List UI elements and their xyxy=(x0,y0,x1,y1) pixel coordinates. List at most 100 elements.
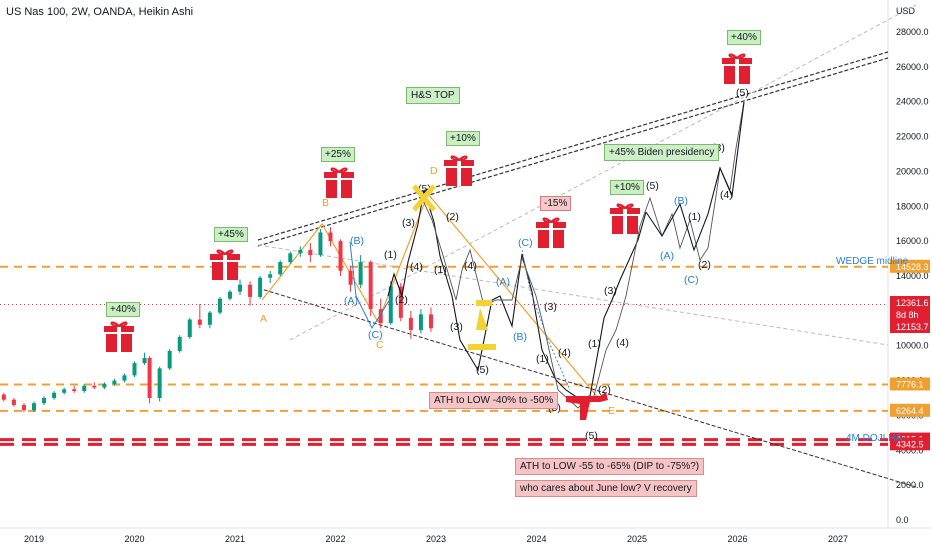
y-tick-label: 0.0 xyxy=(896,515,909,525)
yellow-x-d xyxy=(412,184,436,212)
blue-abc-2 xyxy=(521,249,571,391)
candle-body xyxy=(217,298,222,313)
gift-icon-ribbon-h xyxy=(324,178,354,180)
wave-label: (3) xyxy=(402,217,415,229)
gift-icon-bow xyxy=(110,321,128,328)
gift-icon-bow xyxy=(728,53,746,60)
candle-body xyxy=(52,392,57,398)
candle-body xyxy=(72,389,77,392)
x-tick-label: 2020 xyxy=(125,534,145,544)
price-tag-label: 12361.6 xyxy=(896,298,929,308)
chart-title: US Nas 100, 2W, OANDA, Heikin Ashi xyxy=(6,6,194,18)
candle-body xyxy=(112,380,117,385)
wave-label: (3) xyxy=(604,285,617,297)
wedge-upper-2 xyxy=(257,57,889,247)
wave-label: (2) xyxy=(395,294,408,306)
wave-label: (2) xyxy=(598,384,611,396)
wave-label: (5) xyxy=(476,364,489,376)
x-tick-label: 2027 xyxy=(828,534,848,544)
x-tick-label: 2021 xyxy=(225,534,245,544)
gift-icon-bow xyxy=(542,217,560,224)
candle-body xyxy=(278,262,283,275)
wedge-lower xyxy=(257,287,917,488)
candle-body xyxy=(418,314,423,331)
wave-label: (4) xyxy=(720,189,733,201)
gift-icon-bow xyxy=(216,249,234,256)
candle-body xyxy=(147,357,152,398)
note-ath-low-2: ATH to LOW -55 to -65% (DIP to -75%?) xyxy=(515,458,705,475)
y-tick-label: 26000.0 xyxy=(896,62,929,72)
candle-body xyxy=(187,319,192,337)
wave-label: (3) xyxy=(544,301,557,313)
x-tick-label: 2026 xyxy=(728,534,748,544)
gift-label-6: +10% xyxy=(610,180,644,195)
candle-body xyxy=(167,350,172,369)
candle-body xyxy=(268,274,273,278)
gift-icon-ribbon-h xyxy=(210,260,240,262)
candle-body xyxy=(338,241,343,271)
y-tick-label: 24000.0 xyxy=(896,97,929,107)
gift-icon-ribbon-h xyxy=(722,64,752,66)
yellow-bar-2 xyxy=(476,300,492,306)
wave-label: (A) xyxy=(660,250,674,262)
gift-label-1: +40% xyxy=(106,302,140,317)
gift-label-7: +40% xyxy=(727,30,761,45)
candle-body xyxy=(157,368,162,398)
wave-label: D xyxy=(430,165,438,177)
wedge-midline-label: WEDGE midline xyxy=(836,256,909,267)
price-tag-bg xyxy=(890,403,930,417)
wave-label: (1) xyxy=(536,353,549,365)
y-tick-label: 20000.0 xyxy=(896,166,929,176)
y-tick-label: 16000.0 xyxy=(896,236,929,246)
candle-body xyxy=(428,314,433,329)
wave-label: (4) xyxy=(464,260,477,272)
price-tag-bg xyxy=(890,377,930,391)
wave-label: (2) xyxy=(698,259,711,271)
candle-body xyxy=(288,253,293,263)
wave-label: (A) xyxy=(496,276,510,288)
yellow-bar xyxy=(468,344,496,350)
candle-body xyxy=(258,277,263,297)
gift-icon-ribbon xyxy=(623,208,627,234)
y-axis-unit: USD xyxy=(896,6,916,16)
candle-body xyxy=(207,312,212,325)
x-tick-label: 2025 xyxy=(627,534,647,544)
gift-label-2: +45% xyxy=(214,227,248,242)
gift-icon-ribbon xyxy=(549,222,553,248)
candle-body xyxy=(122,375,127,381)
candle-body xyxy=(132,363,137,376)
candle-body xyxy=(11,399,16,405)
wedge-mid-grey xyxy=(289,4,917,341)
x-tick-label: 2022 xyxy=(326,534,346,544)
wave-label: (C) xyxy=(518,237,533,249)
candle-body xyxy=(92,385,97,388)
candle-body xyxy=(197,319,202,325)
gift-icon-ribbon-h xyxy=(104,332,134,334)
wave-label: (C) xyxy=(684,274,699,286)
y-tick-label: 18000.0 xyxy=(896,201,929,211)
gift-label-3: +25% xyxy=(321,147,355,162)
abcde-path xyxy=(261,192,601,401)
wave-label: (B) xyxy=(674,195,688,207)
y-tick-label: 14000.0 xyxy=(896,271,929,281)
wave-label: (5) xyxy=(585,430,598,442)
price-tag-bg xyxy=(890,296,930,309)
price-tag-label: 14528.3 xyxy=(896,262,929,272)
note-biden: +45% Biden presidency xyxy=(604,144,720,161)
price-tag-label: 12153.7 xyxy=(896,322,929,332)
candle-body xyxy=(142,357,147,364)
x-tick-label: 2019 xyxy=(24,534,44,544)
candle-body xyxy=(32,403,36,411)
price-tag-bg xyxy=(890,308,930,321)
y-tick-label: 28000.0 xyxy=(896,27,929,37)
wave-label: (5) xyxy=(646,180,659,192)
price-tag-bg xyxy=(890,320,930,333)
gift-icon-ribbon-h xyxy=(444,166,474,168)
price-tag-bg xyxy=(890,437,930,451)
y-tick-label: 22000.0 xyxy=(896,132,929,142)
candle-body xyxy=(62,389,67,393)
gift-icon-ribbon-h xyxy=(536,228,566,230)
gift-icon-ribbon-h xyxy=(610,214,640,216)
projection-main xyxy=(387,189,647,399)
